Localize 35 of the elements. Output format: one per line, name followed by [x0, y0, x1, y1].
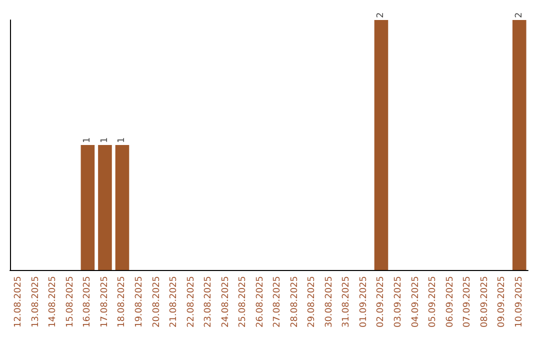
x-tick-label: 27.08.2025 [272, 276, 283, 328]
x-tick-label: 12.08.2025 [14, 276, 24, 328]
x-tick-label: 30.08.2025 [324, 276, 334, 328]
x-tick-label: 14.08.2025 [48, 276, 58, 328]
x-tick-label: 17.08.2025 [100, 276, 110, 328]
x-tick-label: 09.09.2025 [497, 276, 508, 328]
x-tick-label: 21.08.2025 [169, 276, 180, 328]
data-label: 2 [376, 12, 386, 18]
x-tick-label: 19.08.2025 [134, 276, 144, 328]
x-tick-label: 23.08.2025 [204, 276, 214, 328]
data-label: 1 [82, 137, 93, 143]
x-tick-label: 01.09.2025 [358, 276, 369, 328]
data-label: 1 [100, 137, 110, 143]
x-tick-label: 26.08.2025 [255, 276, 266, 328]
x-tick-label: 18.08.2025 [117, 276, 128, 328]
x-tick-label: 08.09.2025 [480, 276, 490, 328]
x-tick-label: 04.09.2025 [410, 276, 421, 328]
x-tick-label: 29.08.2025 [307, 276, 318, 328]
x-tick-label: 10.09.2025 [514, 276, 524, 328]
x-tick-label: 28.08.2025 [290, 276, 300, 328]
x-tick-label: 03.09.2025 [394, 276, 404, 328]
x-tick-label: 20.08.2025 [152, 276, 162, 328]
x-tick-label: 13.08.2025 [30, 276, 41, 328]
x-tick-label: 24.08.2025 [220, 276, 231, 328]
x-tick-label: 02.09.2025 [376, 276, 386, 328]
x-tick-label: 06.09.2025 [445, 276, 456, 328]
x-tick-label: 31.08.2025 [342, 276, 352, 328]
data-label: 1 [117, 137, 128, 143]
x-tick-label: 25.08.2025 [238, 276, 248, 328]
x-tick-label: 05.09.2025 [428, 276, 438, 328]
x-tick-label: 15.08.2025 [65, 276, 76, 328]
x-tick-label: 16.08.2025 [82, 276, 93, 328]
data-label: 2 [514, 12, 524, 18]
x-tick-label: 07.09.2025 [462, 276, 473, 328]
x-tick-label: 22.08.2025 [186, 276, 196, 328]
